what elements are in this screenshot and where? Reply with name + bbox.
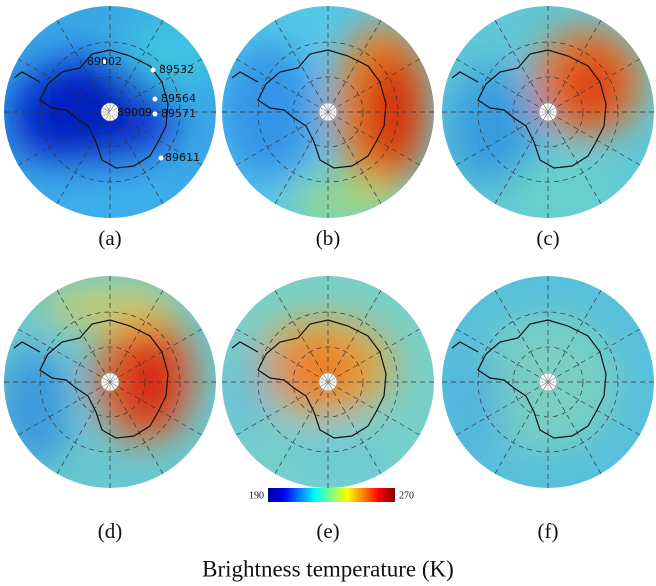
field-blob	[278, 342, 358, 402]
station-label: 89009	[117, 106, 152, 119]
station-dot	[150, 67, 156, 73]
colorbar-max: 270	[399, 490, 414, 501]
polar-map: (a)	[4, 6, 216, 250]
labels: 89002 89532 89564 89571 89009 89611 190 …	[87, 55, 454, 581]
coastline	[231, 49, 387, 169]
grid-circle	[512, 346, 584, 418]
station-label: 89611	[165, 151, 200, 164]
pole-spoke	[320, 107, 336, 117]
coastline	[451, 319, 607, 439]
map-field	[4, 6, 216, 218]
panel-label: (b)	[316, 226, 341, 250]
polar-map: (c)	[442, 6, 654, 250]
field-blob	[4, 347, 70, 467]
panel-label: (d)	[98, 519, 123, 543]
field-blob	[563, 52, 623, 122]
field-blobs	[5, 12, 216, 218]
field-blob	[448, 352, 508, 452]
grid-circle	[292, 76, 364, 148]
pole-spoke	[320, 377, 336, 387]
field-blobs	[448, 27, 643, 218]
field-blob	[222, 342, 278, 442]
panel-label: (a)	[98, 226, 121, 250]
panel-label: (e)	[316, 519, 339, 543]
coastline	[451, 49, 607, 169]
station-dot	[158, 155, 164, 161]
caption: Brightness temperature (K)	[202, 556, 454, 581]
coastline	[13, 49, 169, 169]
station-dot	[152, 96, 158, 102]
polar-map: (d)	[4, 276, 216, 543]
grid-circle	[292, 346, 364, 418]
grid-circle	[74, 346, 146, 418]
coastline	[231, 319, 387, 439]
field-blob	[498, 162, 618, 218]
panel-label: (c)	[536, 226, 559, 250]
station-dot	[101, 59, 107, 65]
field-blob	[448, 67, 538, 187]
coastline	[13, 319, 169, 439]
field-blob	[120, 12, 216, 92]
station-label: 89532	[159, 63, 194, 76]
pole-spoke	[102, 377, 118, 387]
colorbar-min: 190	[249, 490, 264, 501]
field-blob	[288, 177, 408, 218]
grid-circle	[74, 76, 146, 148]
pole-spoke	[540, 107, 556, 117]
polar-map: (b)	[222, 6, 434, 250]
station-dot	[152, 111, 158, 117]
polar-map: (e)	[222, 276, 434, 543]
station-dot	[109, 110, 115, 116]
maps: (a) (b) (c) (d) (e) (f)	[4, 6, 654, 543]
station-label: 89571	[161, 107, 196, 120]
field-blob	[40, 162, 180, 218]
pole-spoke	[540, 377, 556, 387]
field-blobs	[222, 317, 398, 487]
station-label: 89002	[87, 55, 122, 68]
field-blob	[278, 427, 398, 487]
polar-map: (f)	[442, 276, 654, 543]
grid-circle	[512, 76, 584, 148]
station-label: 89564	[161, 92, 196, 105]
panel-label: (f)	[538, 519, 559, 543]
colorbar	[268, 488, 395, 502]
